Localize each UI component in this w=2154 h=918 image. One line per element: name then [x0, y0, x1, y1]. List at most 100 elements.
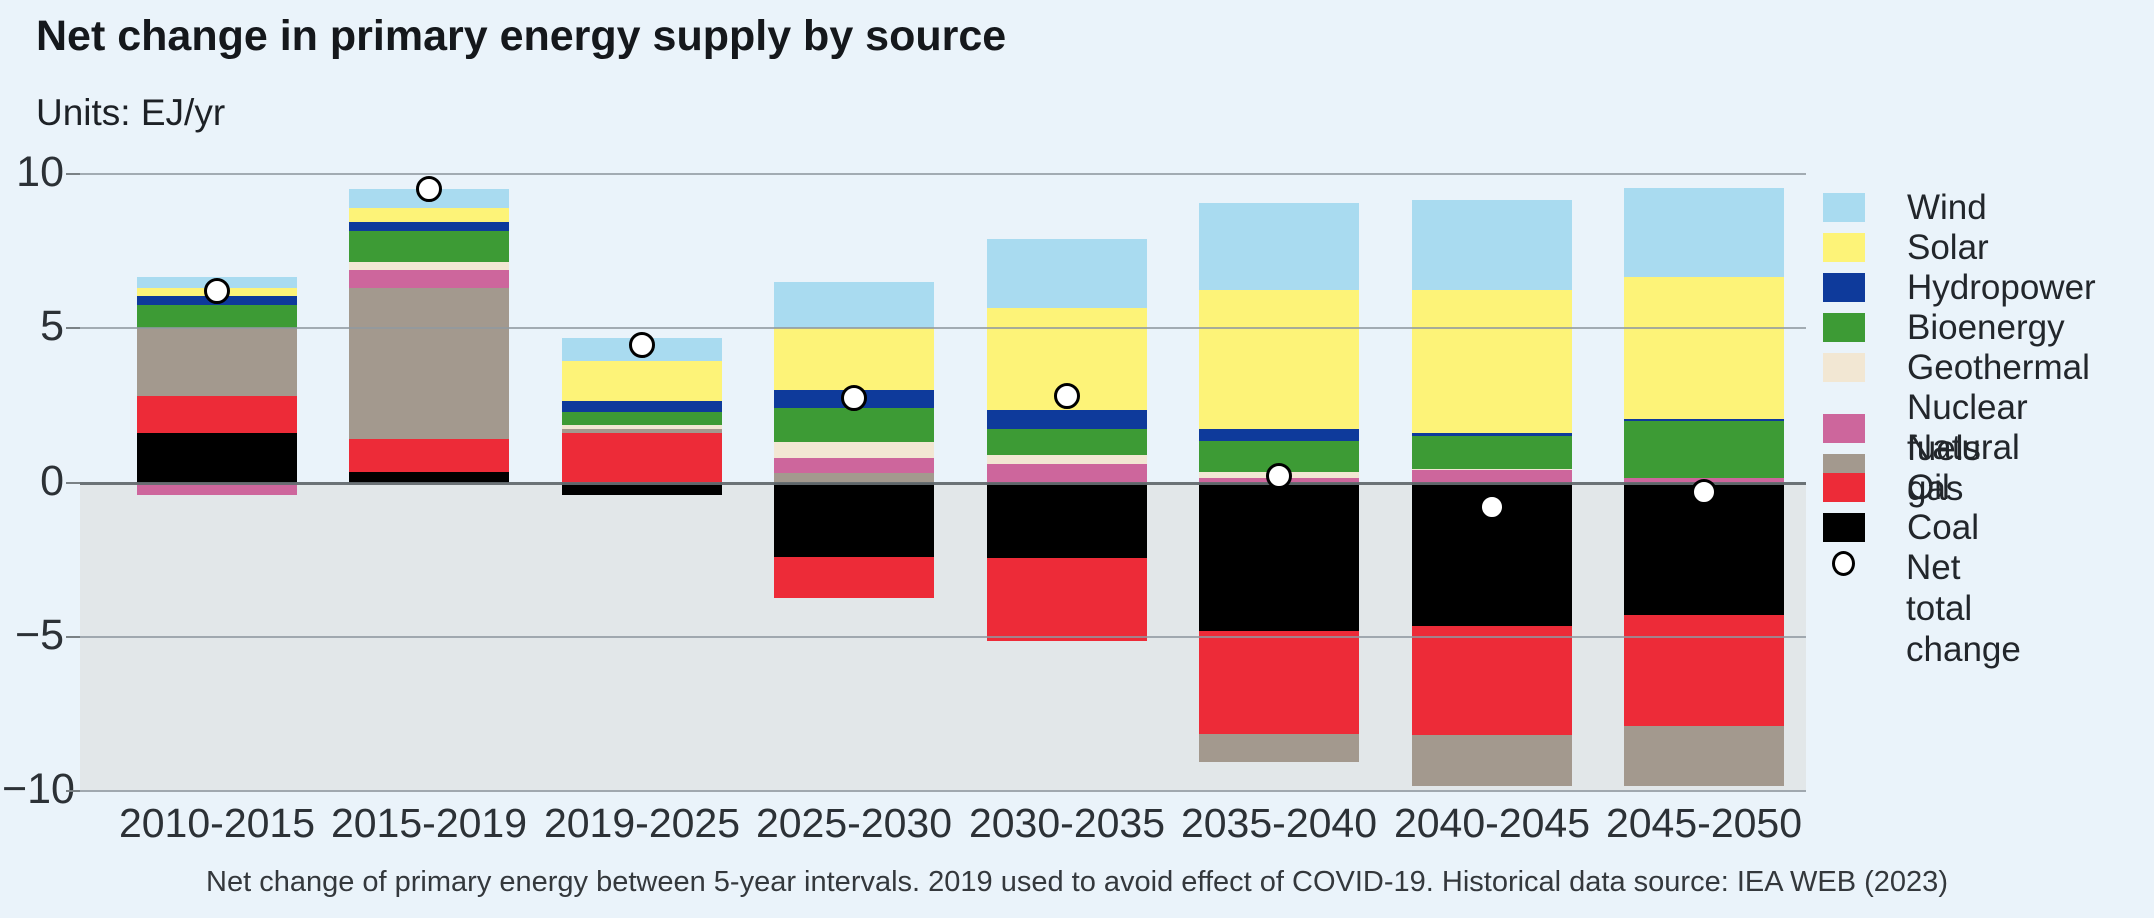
legend-swatch-icon	[1823, 193, 1865, 222]
legend-item-hydropower[interactable]: Hydropower	[1823, 267, 2096, 308]
legend-swatch-icon	[1823, 473, 1865, 502]
y-axis-tick	[66, 173, 80, 175]
legend-item-label: Coal	[1907, 508, 1979, 547]
net-total-marker[interactable]	[841, 385, 867, 411]
bar-segment-wind[interactable]	[1624, 188, 1784, 277]
bar-segment-oil[interactable]	[1199, 631, 1359, 734]
bar-segment-nuclear-fuels[interactable]	[349, 270, 509, 288]
bar-segment-coal[interactable]	[349, 472, 509, 483]
legend-swatch-icon	[1823, 233, 1865, 262]
legend-item-label: Nuclear fuels	[1907, 388, 2028, 468]
bar-segment-coal[interactable]	[562, 483, 722, 495]
net-total-marker[interactable]	[629, 332, 655, 358]
bar-segment-geothermal[interactable]	[562, 425, 722, 429]
bar-segment-bioenergy[interactable]	[1624, 421, 1784, 478]
bar-segment-natural-gas[interactable]	[774, 473, 934, 483]
bar-segment-solar[interactable]	[1412, 290, 1572, 433]
legend-item-label: Natural gas	[1907, 428, 2020, 508]
legend-item-nuclear-fuels[interactable]: Nuclear fuels	[1823, 387, 2028, 469]
bar-segment-oil[interactable]	[774, 557, 934, 598]
bar-segment-natural-gas[interactable]	[1624, 726, 1784, 786]
legend-swatch-icon	[1823, 413, 1865, 443]
bar-segment-bioenergy[interactable]	[562, 412, 722, 425]
bar-segment-bioenergy[interactable]	[137, 305, 297, 328]
gridline	[80, 327, 1806, 329]
legend-item-geothermal[interactable]: Geothermal	[1823, 347, 2090, 388]
bar-segment-coal[interactable]	[1199, 483, 1359, 631]
bar-segment-nuclear-fuels[interactable]	[1412, 470, 1572, 483]
bar-segment-hydropower[interactable]	[987, 410, 1147, 429]
bar-segment-coal[interactable]	[1624, 483, 1784, 615]
bar-segment-solar[interactable]	[562, 361, 722, 401]
bar-segment-bioenergy[interactable]	[349, 231, 509, 262]
legend-swatch-icon	[1823, 313, 1865, 342]
x-axis-label: 2030-2035	[968, 800, 1166, 846]
bar-segment-oil[interactable]	[349, 439, 509, 472]
net-total-marker[interactable]	[1479, 494, 1505, 520]
bar-segment-geothermal[interactable]	[349, 262, 509, 270]
bar-segment-natural-gas[interactable]	[1199, 734, 1359, 762]
legend-swatch-icon	[1823, 513, 1865, 542]
legend-item-coal[interactable]: Coal	[1823, 507, 1979, 548]
bar-segment-natural-gas[interactable]	[1412, 735, 1572, 786]
bar-segment-coal[interactable]	[987, 483, 1147, 558]
bar-segment-nuclear-fuels[interactable]	[987, 464, 1147, 483]
bar-segment-geothermal[interactable]	[774, 442, 934, 458]
legend-item-solar[interactable]: Solar	[1823, 227, 1989, 268]
bar-segment-bioenergy[interactable]	[987, 429, 1147, 455]
bar-segment-natural-gas[interactable]	[562, 429, 722, 433]
bar-segment-natural-gas[interactable]	[349, 288, 509, 439]
bar-segment-wind[interactable]	[1412, 200, 1572, 290]
net-total-marker[interactable]	[416, 176, 442, 202]
bar-segment-hydropower[interactable]	[1412, 433, 1572, 436]
net-total-marker[interactable]	[1691, 479, 1717, 505]
bar-segment-wind[interactable]	[987, 239, 1147, 308]
bar-segment-oil[interactable]	[562, 433, 722, 483]
y-axis-label: 5	[40, 302, 64, 350]
legend-item-bioenergy[interactable]: Bioenergy	[1823, 307, 2065, 348]
zero-gridline	[80, 482, 1806, 485]
bar-segment-solar[interactable]	[349, 208, 509, 222]
bar-segment-hydropower[interactable]	[1624, 419, 1784, 421]
bar-segment-hydropower[interactable]	[1199, 429, 1359, 441]
bar-segment-bioenergy[interactable]	[774, 408, 934, 442]
bar-segment-natural-gas[interactable]	[137, 328, 297, 396]
bar-segment-oil[interactable]	[1624, 615, 1784, 726]
legend-item-label: Bioenergy	[1907, 308, 2065, 347]
bar-segment-solar[interactable]	[1199, 290, 1359, 429]
legend-item-net-total-change[interactable]: Net total change	[1823, 547, 2023, 670]
net-total-marker[interactable]	[204, 278, 230, 304]
legend-item-wind[interactable]: Wind	[1823, 187, 1987, 228]
bar-segment-geothermal[interactable]	[987, 455, 1147, 464]
legend-item-oil[interactable]: Oil	[1823, 467, 1950, 508]
bar-segment-oil[interactable]	[137, 396, 297, 433]
bar-segment-hydropower[interactable]	[562, 401, 722, 412]
bar-segment-coal[interactable]	[137, 433, 297, 483]
bar-segment-solar[interactable]	[1624, 277, 1784, 419]
legend-item-label: Geothermal	[1907, 348, 2090, 387]
bar-segment-nuclear-fuels[interactable]	[774, 458, 934, 473]
bar-segment-hydropower[interactable]	[349, 222, 509, 231]
chart-title: Net change in primary energy supply by s…	[36, 12, 1007, 60]
y-axis-label: −5	[14, 611, 64, 659]
bar-segment-solar[interactable]	[774, 328, 934, 390]
bar-segment-geothermal[interactable]	[1412, 469, 1572, 470]
y-axis-label: −10	[2, 765, 75, 813]
x-axis-label: 2010-2015	[118, 800, 316, 846]
bar-segment-oil[interactable]	[1412, 626, 1572, 735]
bar-segment-coal[interactable]	[774, 483, 934, 557]
net-total-marker[interactable]	[1266, 463, 1292, 489]
x-axis-label: 2040-2045	[1393, 800, 1591, 846]
legend-item-label: Oil	[1907, 468, 1950, 507]
bar-segment-wind[interactable]	[1199, 203, 1359, 290]
x-axis-label: 2019-2025	[543, 800, 741, 846]
bar-segment-nuclear-fuels[interactable]	[137, 483, 297, 495]
bar-segment-wind[interactable]	[774, 282, 934, 328]
net-total-marker[interactable]	[1054, 383, 1080, 409]
bar-segment-bioenergy[interactable]	[1412, 436, 1572, 469]
x-axis-label: 2035-2040	[1180, 800, 1378, 846]
bar-segment-oil[interactable]	[987, 558, 1147, 641]
legend-swatch-icon	[1823, 273, 1865, 302]
gridline	[80, 173, 1806, 175]
